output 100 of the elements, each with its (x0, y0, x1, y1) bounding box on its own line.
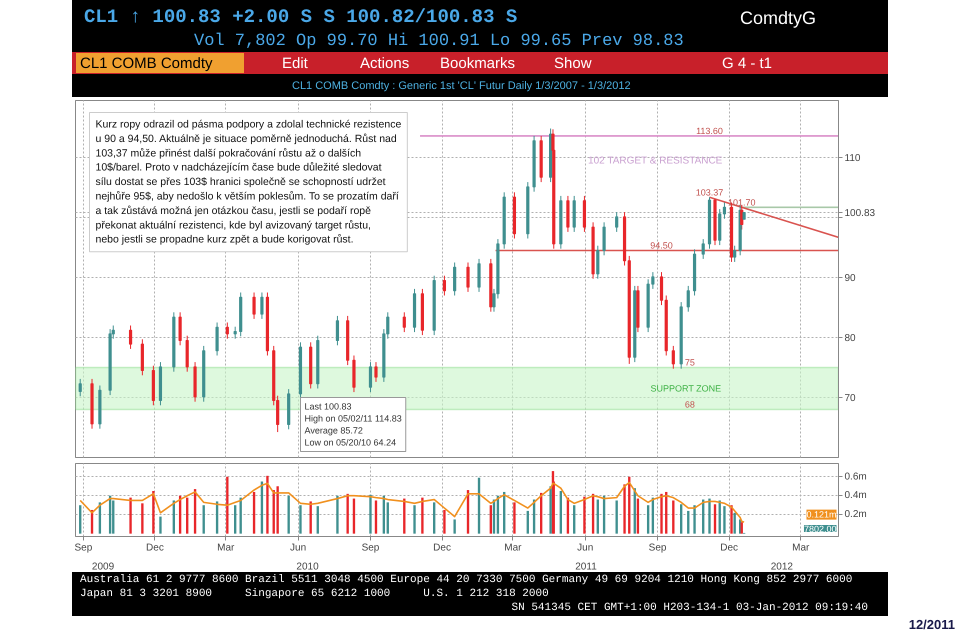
bar (108, 496, 112, 534)
bar (718, 500, 721, 534)
candlestick (234, 326, 237, 340)
y-tick-label: 110 (844, 153, 861, 164)
bar (152, 490, 155, 534)
annotation: 113.60 (696, 126, 723, 136)
bar (560, 490, 562, 534)
bar (260, 482, 264, 534)
x2-tick-label: 2009 (92, 562, 115, 572)
bar (665, 492, 668, 534)
bar (628, 476, 630, 534)
x-tick-label: Jun (290, 542, 306, 554)
x-tick-label: Mar (792, 542, 810, 554)
x-tick-label: Sep (362, 542, 380, 554)
bar (421, 498, 424, 534)
x-tick-label: Dec (146, 542, 164, 554)
candlestick (733, 245, 736, 262)
x2-tick-label: 2010 (296, 562, 320, 572)
annotation: Average 85.72 (304, 426, 363, 436)
bar (79, 505, 82, 534)
candlestick (477, 258, 481, 292)
bar (636, 498, 640, 534)
annotation: Last 100.83 (304, 402, 352, 412)
y-tick-label: 100.83 (844, 208, 876, 220)
annotation: 94.50 (650, 240, 673, 250)
bar (443, 510, 446, 534)
bar (178, 496, 182, 534)
annotation: High on 05/02/11 114.83 (304, 414, 402, 424)
y-tick-label: 70 (844, 393, 856, 404)
bar (453, 519, 456, 534)
bar (226, 476, 228, 534)
candlestick (442, 275, 446, 296)
chart-subtitle: Vol 7,802 Op 99.70 Hi 100.91 Lo 99.65 Prev 98.83 (194, 31, 684, 53)
candlestick (215, 322, 219, 356)
x-tick-label: Sep (648, 542, 667, 554)
bar (549, 486, 552, 534)
bar (433, 502, 436, 534)
candlestick (260, 292, 264, 320)
bar (602, 496, 606, 534)
x-tick-label: Mar (504, 542, 522, 554)
bar (740, 522, 743, 534)
bar (490, 505, 492, 534)
chart-title: CL1 ↑ 100.83 +2.00 S S 100.82/100.83 S (84, 5, 518, 30)
text: CL1 COMB Comdty (76, 53, 244, 73)
candlestick (128, 325, 132, 350)
bar (540, 492, 542, 534)
annotation: 103.37 (696, 187, 724, 198)
text: Kurz ropy odrazil od pásma podpory a zdolal technické rezistence u 90 a 94,50. Aktuálně je situace poměrně jednoduchá. Růst nad 103,37 může přinést další pokračování růstu až o dalších 10$/barel. Proto v nadcházejícím čase bude důležité sledovat sílu dostat se přes 103$ hranici společně se schopností udržet nejhůře 95$, aby nedošlo k větším poklesům. To se prozatím daří a tak zůstává možná jen otázkou času, jestli se podaří ropě překonat aktuální rezistenci, kde byl avizovaný target růstu, nebo jestli se propadne kurz zpět a bude korigovat růst. (96, 118, 402, 246)
bar (596, 500, 599, 534)
candlestick (226, 322, 229, 340)
candlestick (596, 245, 600, 280)
text: CL1 COMB Comdty : Generic 1st 'CL' Futur Daily 1/3/2007 - 1/3/2012 (292, 79, 631, 94)
line-series (79, 482, 745, 523)
candlestick (78, 378, 82, 397)
bar (634, 488, 636, 534)
bar (646, 505, 650, 534)
x-tick-label: Dec (720, 542, 738, 554)
annotation: 75 (684, 358, 695, 368)
bar (592, 494, 594, 534)
annotation: 101.70 (728, 197, 756, 208)
bar (240, 498, 242, 534)
annotation: Low on 05/20/10 64.24 (304, 438, 396, 448)
bar (687, 510, 690, 534)
text: Japan 81 3 3201 8900 Singapore 65 6212 1000 U.S. 1 212 318 2000 (80, 587, 549, 602)
bar (573, 505, 576, 534)
bar (616, 500, 618, 534)
bar (141, 503, 144, 534)
bar (532, 500, 536, 534)
annotation: 0.121m (806, 510, 837, 520)
text: SN 541345 CET GMT+1:00 H203-134-1 03-Jan-2012 09:19:40 (512, 601, 868, 616)
candlestick (651, 272, 654, 290)
text: Edit (282, 54, 308, 74)
bar (526, 510, 529, 534)
bar (652, 498, 654, 534)
bar (186, 498, 188, 534)
bar (216, 501, 218, 534)
bar (202, 505, 205, 534)
text: G 4 - t1 (722, 54, 772, 74)
x-tick-label: Dec (433, 542, 451, 554)
annotation: 102 TARGET & RESISTANCE (588, 156, 723, 167)
bar (382, 496, 386, 534)
bar (733, 512, 736, 534)
bar (316, 506, 319, 534)
bar (172, 500, 176, 534)
x2-tick-label: 2012 (770, 562, 794, 572)
candlestick (702, 238, 705, 260)
bar (702, 500, 704, 534)
text: ComdtyG (740, 7, 816, 30)
bar (310, 501, 312, 534)
band-label: SUPPORT ZONE (650, 384, 722, 394)
text: Australia 61 2 9777 8600 Brazil 5511 3048 4500 Europe 44 20 7330 7500 Germany 49 69 9204 1210 Hong Kong 852 2977 6000 (80, 573, 852, 588)
text: 12/2011 (908, 616, 955, 634)
annotation: 68 (684, 400, 695, 410)
bar (672, 500, 674, 534)
bar (513, 502, 516, 534)
bar (272, 490, 275, 534)
candlestick (402, 312, 406, 333)
bar (583, 496, 586, 534)
y-tick-label: 80 (844, 333, 856, 344)
candlestick (602, 222, 606, 256)
